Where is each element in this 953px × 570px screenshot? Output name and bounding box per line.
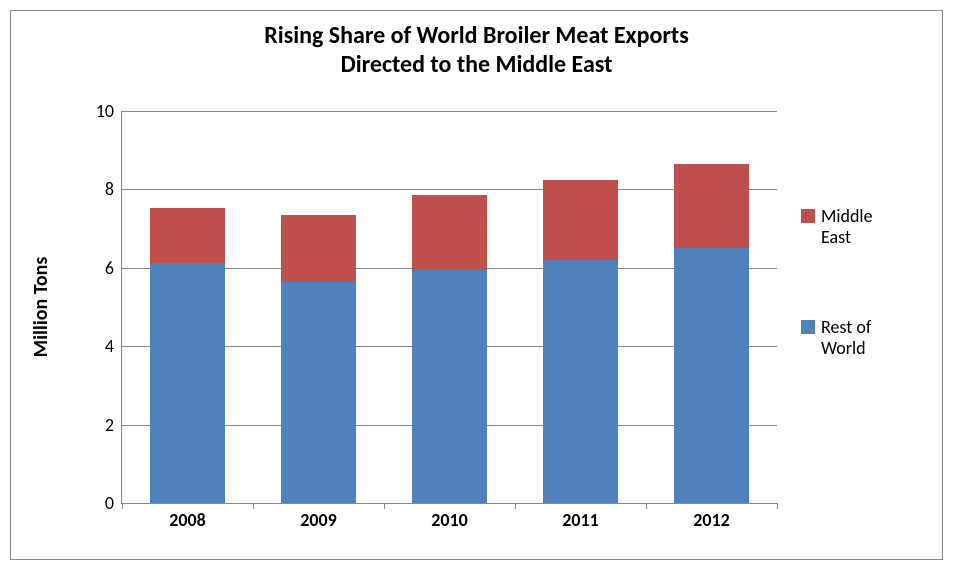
- x-tick-mark: [384, 503, 385, 509]
- x-tick-label: 2012: [693, 503, 730, 531]
- x-tick-mark: [122, 503, 123, 509]
- bar-segment-middle_east: [674, 164, 750, 248]
- legend: Middle East Rest of World: [801, 206, 873, 359]
- legend-item-rest_of_world: Rest of World: [801, 317, 873, 358]
- y-axis-label: Million Tons: [29, 257, 53, 358]
- x-tick-mark: [646, 503, 647, 509]
- x-tick-label: 2011: [562, 503, 599, 531]
- y-tick-label: 0: [105, 492, 122, 514]
- x-tick-mark: [253, 503, 254, 509]
- x-tick-mark: [515, 503, 516, 509]
- plot-area: 024681020082009201020112012: [121, 111, 777, 504]
- legend-swatch: [801, 320, 815, 334]
- bar-segment-middle_east: [281, 215, 357, 282]
- y-tick-label: 10: [96, 100, 122, 122]
- bar-segment-middle_east: [412, 195, 488, 269]
- x-tick-label: 2008: [169, 503, 206, 531]
- y-tick-label: 4: [105, 335, 122, 357]
- chart-frame: Rising Share of World Broiler Meat Expor…: [10, 10, 943, 560]
- x-tick-mark: [777, 503, 778, 509]
- y-tick-label: 8: [105, 178, 122, 200]
- bar-segment-middle_east: [543, 180, 619, 260]
- x-tick-label: 2009: [300, 503, 337, 531]
- bar-segment-rest_of_world: [543, 260, 619, 503]
- legend-label: Middle East: [821, 206, 873, 247]
- legend-swatch: [801, 209, 815, 223]
- y-tick-label: 6: [105, 257, 122, 279]
- bar-segment-rest_of_world: [412, 270, 488, 503]
- bar-segment-rest_of_world: [150, 263, 226, 503]
- x-tick-label: 2010: [431, 503, 468, 531]
- gridline: [122, 111, 777, 112]
- bar-segment-middle_east: [150, 208, 226, 263]
- legend-item-middle_east: Middle East: [801, 206, 873, 247]
- bar-segment-rest_of_world: [281, 282, 357, 503]
- bar-segment-rest_of_world: [674, 248, 750, 503]
- y-tick-label: 2: [105, 414, 122, 436]
- chart-title: Rising Share of World Broiler Meat Expor…: [11, 21, 942, 79]
- legend-label: Rest of World: [821, 317, 871, 358]
